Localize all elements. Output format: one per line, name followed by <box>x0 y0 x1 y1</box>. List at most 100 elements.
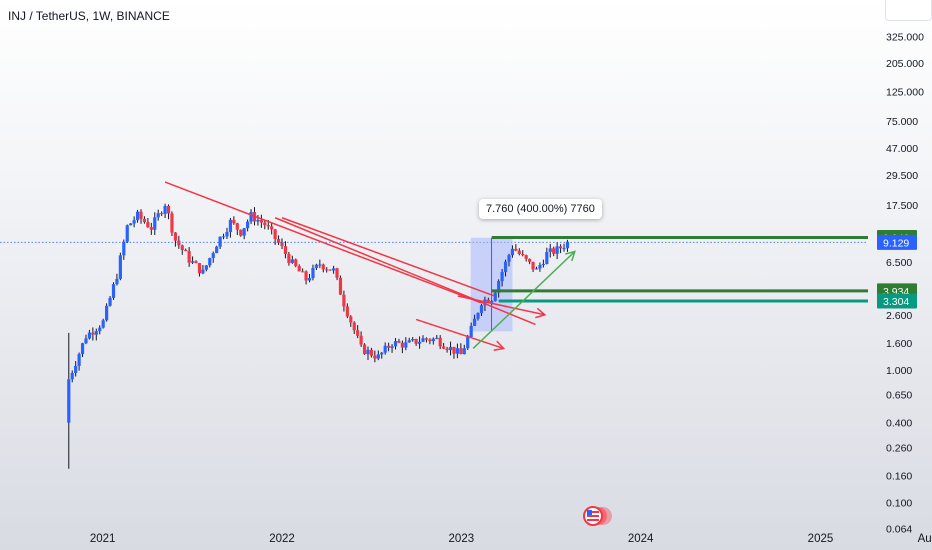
event-flag-icon[interactable] <box>583 506 612 526</box>
candle-body <box>225 232 229 237</box>
candle-body <box>280 242 284 247</box>
y-tick-label: 2.600 <box>886 310 912 322</box>
corner-button[interactable] <box>885 0 932 21</box>
candle-body <box>479 305 484 314</box>
candle-body <box>266 225 270 227</box>
candle-body <box>545 251 549 264</box>
candle-body <box>118 255 122 279</box>
candle-body <box>139 211 143 219</box>
candle-body <box>215 246 219 254</box>
candle-body <box>201 269 205 274</box>
candle-body <box>562 248 566 250</box>
candle-body <box>400 342 404 348</box>
candle-body <box>421 338 425 342</box>
candle-body <box>190 261 195 263</box>
arrow-head <box>493 340 506 351</box>
x-tick-label: Au <box>918 533 932 545</box>
candle-body <box>325 269 329 271</box>
candle-body <box>514 248 518 251</box>
candle-body <box>259 220 263 223</box>
arrow-line[interactable] <box>415 318 504 350</box>
candle-body <box>153 217 157 230</box>
candle-body <box>197 263 202 274</box>
candle-body <box>98 327 102 332</box>
candle-body <box>510 248 515 256</box>
candle-body <box>538 264 542 269</box>
candle-body <box>459 348 463 355</box>
candle-body <box>442 346 446 349</box>
candle-body <box>304 271 308 281</box>
candle-body <box>466 337 470 349</box>
candle-body <box>552 248 556 254</box>
candle-body <box>338 277 343 295</box>
candle-body <box>115 278 119 285</box>
measure-label[interactable]: 7.760 (400.00%) 7760 <box>479 199 602 219</box>
arrow-head <box>535 307 547 319</box>
candle-body <box>362 344 367 355</box>
candle-body <box>366 349 370 355</box>
y-tick-label: 0.100 <box>886 498 912 510</box>
arrow-line[interactable] <box>457 295 546 316</box>
candle-body <box>239 229 243 236</box>
candle-body <box>276 239 281 243</box>
candle-body <box>184 250 188 252</box>
candle-body <box>163 205 167 214</box>
candle-body <box>424 338 429 340</box>
candle-body <box>166 205 171 214</box>
trendline[interactable] <box>281 217 496 297</box>
y-tick-label: 0.400 <box>886 418 912 430</box>
candle-body <box>294 259 298 267</box>
candle-body <box>67 379 71 423</box>
x-tick-label: 2023 <box>449 533 475 545</box>
y-tick-label: 1.600 <box>886 338 912 350</box>
candle-body <box>77 354 81 366</box>
trendline[interactable] <box>164 181 482 304</box>
candle-body <box>331 268 336 271</box>
candle-body <box>80 343 85 355</box>
price-tag-label: 3.304 <box>883 296 909 308</box>
candle-body <box>417 341 422 344</box>
candle-body <box>486 299 490 303</box>
candle-body <box>235 223 239 230</box>
candle-body <box>455 348 460 354</box>
candle-body <box>111 284 116 298</box>
candle-body <box>517 250 521 255</box>
candle-body <box>558 246 563 249</box>
candle-body <box>105 305 109 321</box>
candle-body <box>273 229 277 240</box>
candle-body <box>555 246 559 254</box>
candle-body <box>108 297 112 306</box>
candle-body <box>383 345 387 353</box>
y-tick-label: 6.500 <box>886 257 912 269</box>
candle-body <box>149 227 153 230</box>
candle-body <box>170 213 174 233</box>
candle-body <box>534 268 539 270</box>
candle-body <box>125 225 129 242</box>
candle-body <box>528 258 532 262</box>
candle-body <box>87 332 92 339</box>
candle-body <box>156 213 160 218</box>
candle-body <box>194 261 198 264</box>
candle-body <box>345 306 349 317</box>
candle-body <box>387 345 391 348</box>
candle-body <box>301 271 305 273</box>
candle-body <box>524 255 528 259</box>
candle-body <box>342 294 346 307</box>
y-tick-label: 0.650 <box>886 390 912 402</box>
y-tick-label: 325.000 <box>886 31 924 43</box>
candle-body <box>314 264 318 268</box>
arrow-line[interactable] <box>472 250 576 349</box>
x-tick-label: 2022 <box>269 533 295 545</box>
candle-body <box>307 278 312 281</box>
candle-body <box>70 373 74 380</box>
trendline[interactable] <box>274 217 536 326</box>
candle-body <box>428 339 432 342</box>
y-tick-label: 75.000 <box>886 116 918 128</box>
candle-body <box>507 255 511 262</box>
candle-body <box>297 266 301 272</box>
candle-body <box>246 221 250 229</box>
candle-body <box>349 316 353 323</box>
candle-body <box>290 259 294 263</box>
